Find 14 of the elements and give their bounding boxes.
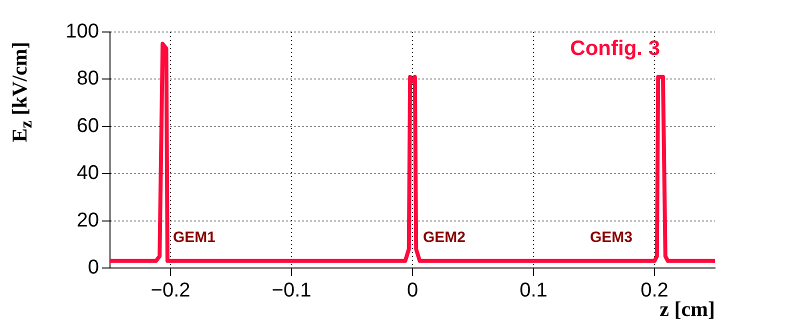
x-tick-label: −0.2 [150, 280, 190, 302]
annotation: GEM3 [590, 229, 633, 246]
x-tick-label: 0 [406, 280, 418, 302]
y-tick-label: 20 [76, 209, 99, 232]
y-tick-label: 100 [66, 20, 99, 43]
annotation: GEM1 [173, 229, 216, 246]
annotation: Config. 3 [570, 36, 660, 60]
y-tick-label: 0 [88, 256, 99, 279]
y-tick-label: 80 [76, 68, 99, 90]
y-tick-label: 60 [76, 114, 99, 137]
x-tick-label: 0.1 [520, 280, 548, 302]
x-tick-label: −0.1 [272, 280, 312, 302]
y-tick-label: 40 [76, 162, 99, 184]
annotation: GEM2 [423, 229, 466, 246]
